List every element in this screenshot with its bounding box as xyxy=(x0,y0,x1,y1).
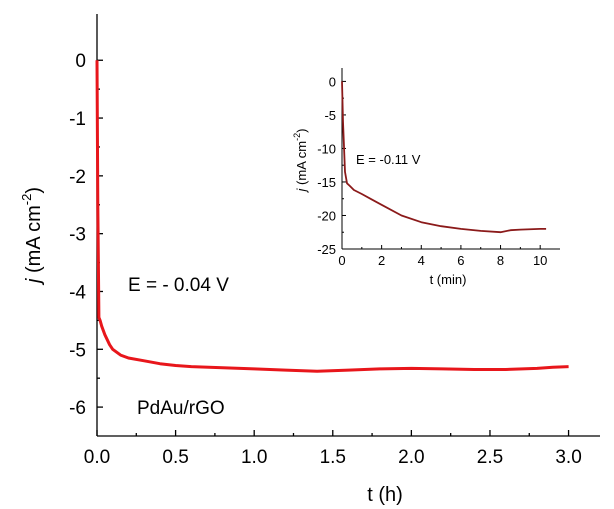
main-series xyxy=(95,60,569,373)
main-x-tick-label: 0.5 xyxy=(162,447,188,468)
inset-ticks: 0 2 4 6 8 10 0 -5 -10 -15 -20 -25 xyxy=(317,74,547,268)
main-y-tick-label: -5 xyxy=(69,340,86,361)
main-y-axis-title: j (mA cm-2) xyxy=(19,187,45,286)
main-y-tick-label: -3 xyxy=(69,225,86,246)
main-y-axis-title-symbol: j xyxy=(23,278,45,286)
inset-y-tick-label: -10 xyxy=(317,141,336,156)
inset-y-tick-label: -15 xyxy=(317,175,336,190)
main-annotation-sample: PdAu/rGO xyxy=(137,398,225,419)
main-y-tick-label: -6 xyxy=(69,398,86,419)
inset-series xyxy=(341,81,547,234)
inset-x-tick-label: 0 xyxy=(338,253,345,268)
inset-series-line xyxy=(341,81,547,234)
inset-x-tick-label: 4 xyxy=(418,253,425,268)
main-y-tick-label: -4 xyxy=(69,282,86,303)
main-y-axis-title-close: ) xyxy=(23,187,45,194)
main-y-tick-label: -2 xyxy=(69,167,86,188)
main-x-tick-label: 1.0 xyxy=(241,447,267,468)
main-ticks: 0.0 0.5 1.0 1.5 2.0 2.5 3.0 0 -1 -2 -3 -4 -5 -6 xyxy=(69,51,582,468)
inset-x-tick-label: 2 xyxy=(378,253,385,268)
inset-y-axis-title-units: (mA cm xyxy=(294,141,309,189)
main-y-axis-title-superscript: -2 xyxy=(19,194,34,206)
main-x-tick-label: 2.5 xyxy=(477,447,503,468)
main-y-axis-title-units: (mA cm xyxy=(23,205,45,278)
inset-x-tick-label: 8 xyxy=(497,253,504,268)
inset-plot: 0 2 4 6 8 10 0 -5 -10 -15 -20 -25 t (min) j (mA cm-… xyxy=(292,68,560,287)
inset-y-axis-title-superscript: -2 xyxy=(292,133,302,141)
main-series-line xyxy=(95,60,569,373)
main-x-tick-label: 0.0 xyxy=(84,447,110,468)
inset-x-tick-label: 6 xyxy=(457,253,464,268)
main-y-tick-label: -1 xyxy=(69,109,86,130)
inset-x-axis-title: t (min) xyxy=(430,272,467,287)
main-x-axis-title: t (h) xyxy=(367,484,403,506)
inset-y-tick-label: 0 xyxy=(329,74,336,89)
inset-annotation-potential: E = -0.11 V xyxy=(356,152,421,167)
main-x-tick-label: 1.5 xyxy=(320,447,346,468)
inset-y-axis-title: j (mA cm-2) xyxy=(292,129,309,194)
main-annotation-potential: E = - 0.04 V xyxy=(128,275,229,296)
inset-y-axis-title-close: ) xyxy=(294,129,309,133)
inset-y-tick-label: -5 xyxy=(324,108,336,123)
inset-y-tick-label: -25 xyxy=(317,242,336,257)
inset-y-tick-label: -20 xyxy=(317,208,336,223)
main-y-tick-label: 0 xyxy=(75,51,86,72)
inset-x-tick-label: 10 xyxy=(533,253,547,268)
main-plot: 0.0 0.5 1.0 1.5 2.0 2.5 3.0 0 -1 -2 -3 -4 -5 -6 t (h)… xyxy=(19,14,600,506)
inset-y-axis-title-symbol: j xyxy=(294,187,309,193)
main-x-tick-label: 2.0 xyxy=(398,447,424,468)
main-x-tick-label: 3.0 xyxy=(555,447,581,468)
main-axes xyxy=(96,14,600,437)
